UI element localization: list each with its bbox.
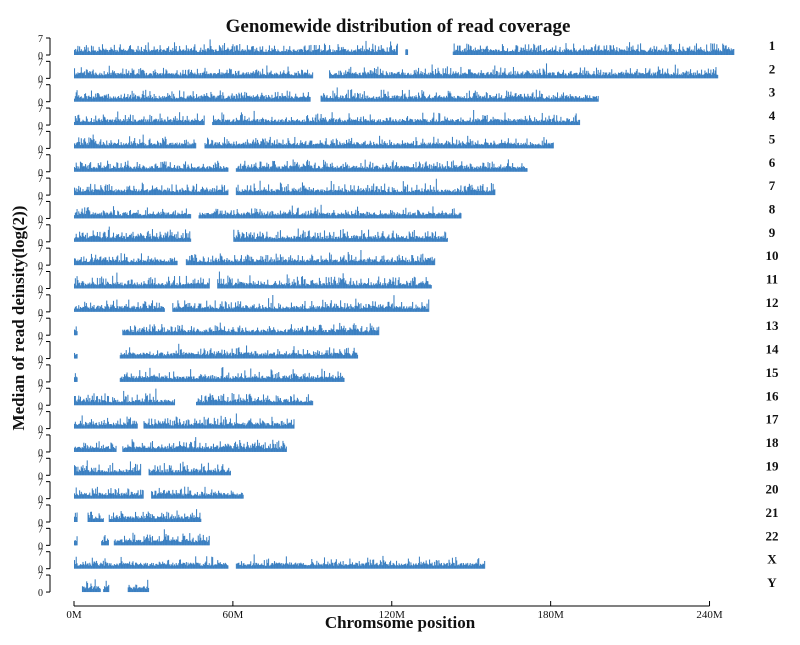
chromosome-label: 2 — [769, 61, 776, 76]
coverage-bar — [733, 49, 734, 55]
coverage-bar — [195, 143, 196, 148]
coverage-bar — [526, 168, 527, 172]
chromosome-label: 5 — [769, 131, 776, 146]
coverage-bar — [579, 120, 580, 125]
coverage-bar — [460, 213, 461, 218]
coverage-bar — [494, 189, 495, 195]
y-tick-label: 7 — [38, 127, 43, 138]
chromosome-label: 3 — [769, 85, 776, 100]
coverage-bar — [227, 168, 228, 172]
coverage-bar — [407, 49, 408, 55]
coverage-bar — [312, 72, 313, 78]
y-tick-label: 7 — [38, 34, 43, 45]
coverage-bar — [190, 239, 191, 242]
coverage-bar — [397, 44, 398, 55]
chromosome-track-9: 709 — [38, 221, 776, 249]
coverage-bar — [553, 143, 554, 149]
y-axis-title: Median of read deinsity(log(2)) — [9, 206, 28, 431]
y-tick-label: 7 — [38, 104, 43, 115]
chromosome-label: 4 — [769, 108, 776, 123]
chromosome-label: 6 — [769, 155, 776, 170]
y-tick-label: 7 — [38, 197, 43, 208]
chromosome-track-4: 704 — [38, 104, 776, 132]
chromosome-track-6: 706 — [38, 151, 776, 179]
chart-title: Genomewide distribution of read coverage — [226, 16, 571, 37]
chromosome-track-2: 702 — [38, 57, 775, 85]
coverage-bar — [190, 214, 191, 218]
chromosome-track-7: 707 — [38, 174, 776, 202]
y-tick-label: 7 — [38, 151, 43, 162]
y-tick-label: 7 — [38, 57, 43, 68]
coverage-bar — [227, 190, 228, 196]
chromosome-track-8: 708 — [38, 197, 776, 225]
chromosome-track-3: 703 — [38, 81, 776, 109]
coverage-bar — [598, 96, 599, 102]
y-tick-label: 7 — [38, 221, 43, 232]
chromosome-label: 1 — [769, 38, 776, 53]
chromosome-tracks: 7017027037047057067077087097010701170127… — [38, 34, 779, 599]
chromosome-track-1: 701 — [38, 34, 775, 62]
coverage-bar — [310, 97, 311, 102]
coverage-bar — [204, 116, 205, 126]
chromosome-label: 7 — [769, 178, 776, 193]
chromosome-track-5: 705 — [38, 127, 776, 155]
y-tick-label: 7 — [38, 81, 43, 92]
chromosome-label: 9 — [769, 225, 776, 240]
coverage-bar — [717, 75, 718, 78]
chromosome-label: 8 — [769, 201, 776, 216]
y-tick-label: 7 — [38, 174, 43, 185]
